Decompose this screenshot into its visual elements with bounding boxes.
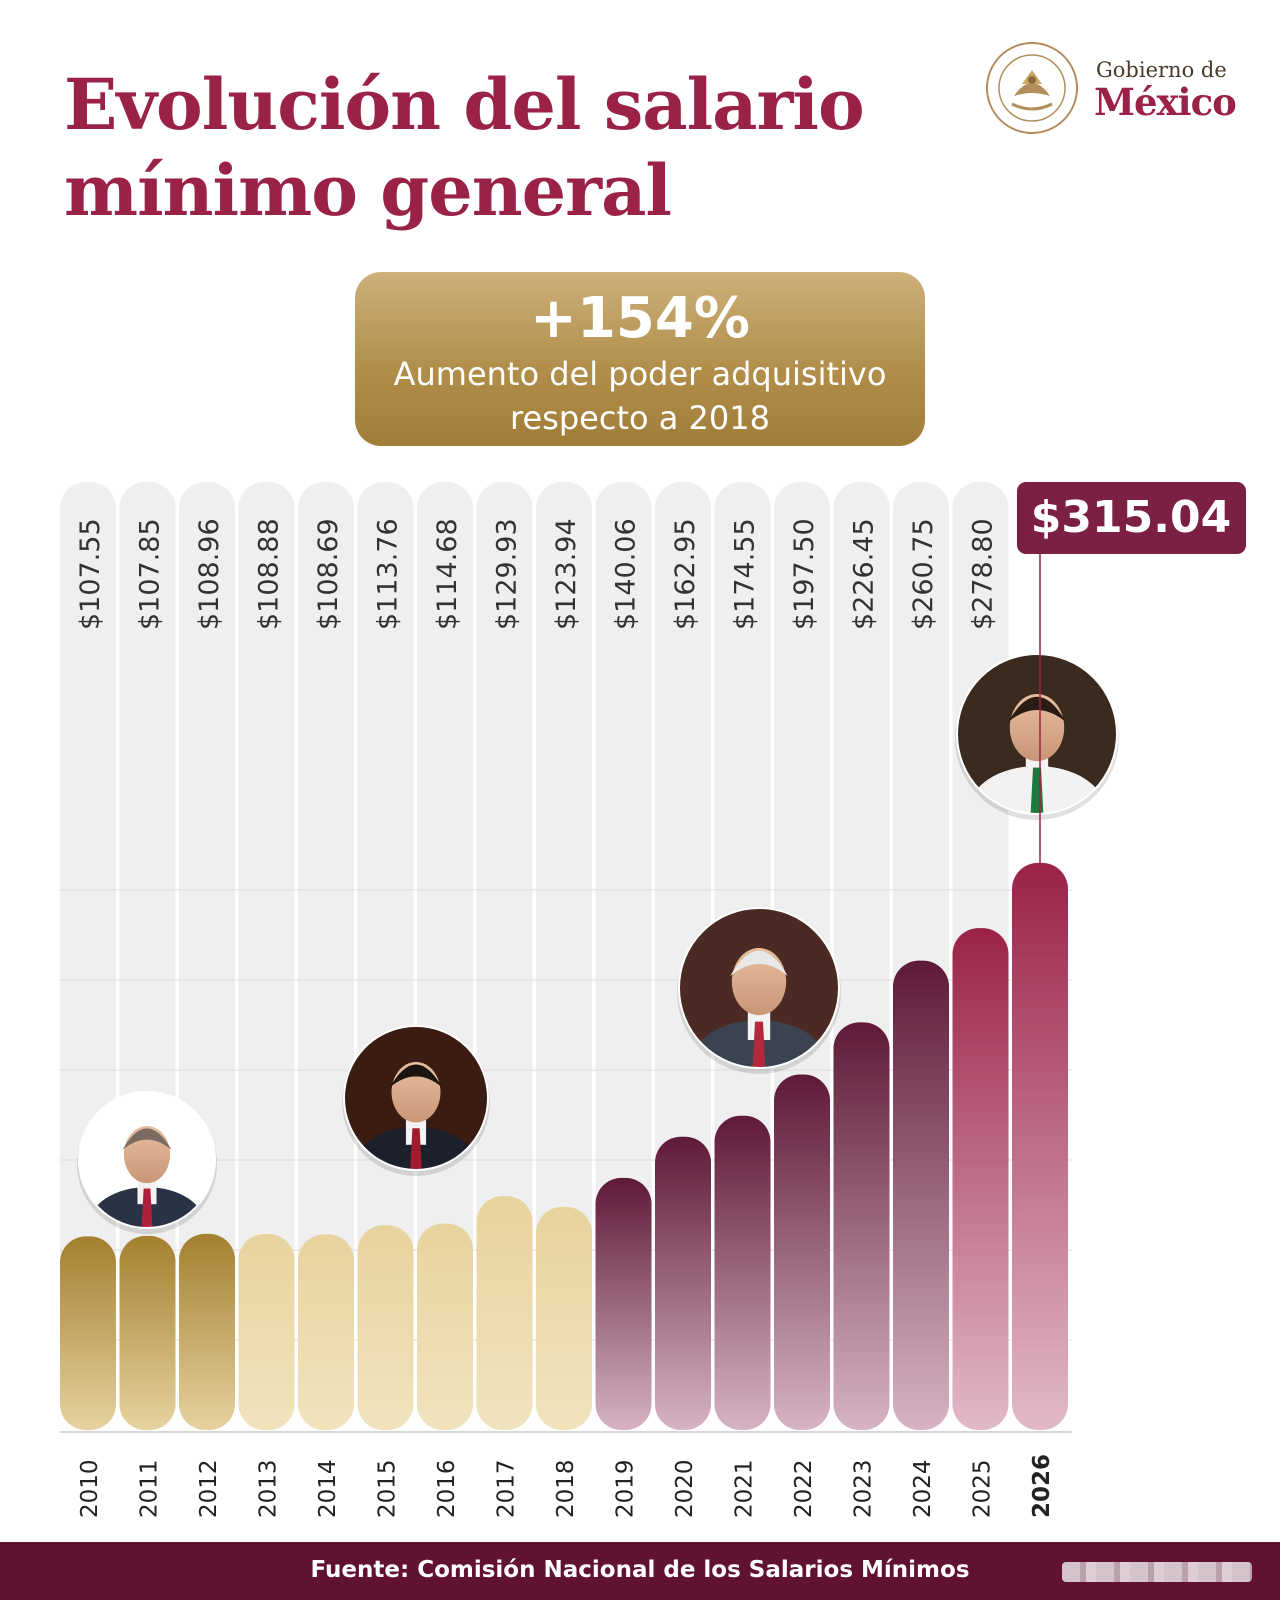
value-label-2011: $107.85 (135, 518, 166, 630)
value-label-2014: $108.69 (313, 518, 344, 630)
source-text: Fuente: Comisión Nacional de los Salario… (310, 1557, 970, 1583)
bar-2022 (774, 1074, 830, 1430)
bar-2018 (536, 1206, 592, 1430)
bar-2024 (893, 960, 949, 1430)
title-line-2: mínimo general (64, 149, 672, 232)
value-label-2021: $174.55 (730, 518, 761, 630)
source-footer: Fuente: Comisión Nacional de los Salario… (0, 1542, 1280, 1600)
value-label-2015: $113.76 (373, 518, 404, 630)
year-label-2025: 2025 (970, 1459, 996, 1518)
bar-2020 (655, 1136, 711, 1430)
year-label-2022: 2022 (791, 1459, 817, 1518)
year-label-2021: 2021 (732, 1459, 758, 1518)
value-label-2012: $108.96 (194, 518, 225, 630)
bar-2011 (119, 1235, 176, 1430)
column-background (298, 482, 354, 1430)
watermark (1062, 1562, 1252, 1582)
column-background (476, 482, 533, 1430)
value-label-2013: $108.88 (254, 518, 285, 630)
year-label-2016: 2016 (434, 1459, 460, 1518)
callout-percent: +154% (530, 286, 750, 351)
bar-2013 (238, 1234, 295, 1430)
callout-line-2: respecto a 2018 (510, 399, 770, 437)
value-label-2018: $123.94 (551, 518, 582, 630)
bar-2017 (476, 1196, 533, 1430)
year-label-2023: 2023 (851, 1459, 877, 1518)
year-label-2026: 2026 (1029, 1454, 1055, 1518)
year-label-2024: 2024 (910, 1459, 936, 1518)
year-label-2015: 2015 (375, 1459, 401, 1518)
logo-text-line-2: México (1094, 80, 1237, 124)
year-label-2018: 2018 (553, 1459, 579, 1518)
portrait-2011-icon (77, 1091, 217, 1234)
year-label-2011: 2011 (137, 1459, 163, 1518)
bar-2023 (833, 1022, 890, 1430)
gobierno-logo: Gobierno de México (984, 40, 1254, 140)
column-background (238, 482, 295, 1430)
value-label-2023: $226.45 (849, 518, 880, 630)
year-label-2014: 2014 (315, 1459, 341, 1518)
portrait-2015-icon (342, 1025, 490, 1176)
purchasing-power-callout: +154% Aumento del poder adquisitivo resp… (355, 272, 925, 446)
value-label-2019: $140.06 (611, 518, 642, 630)
value-label-2010: $107.55 (75, 518, 106, 630)
bar-2014 (298, 1234, 354, 1430)
bar-2026 (1012, 862, 1068, 1430)
value-label-2024: $260.75 (908, 518, 939, 630)
bar-2019 (595, 1177, 652, 1430)
year-label-2017: 2017 (494, 1459, 520, 1518)
bar-2010 (60, 1236, 116, 1430)
bar-2025 (952, 928, 1009, 1430)
logo-text-line-1: Gobierno de (1096, 58, 1227, 82)
value-label-2022: $197.50 (789, 518, 820, 630)
column-background (536, 482, 592, 1430)
callout-line-1: Aumento del poder adquisitivo (393, 355, 887, 393)
year-label-2019: 2019 (613, 1459, 639, 1518)
column-background (417, 482, 473, 1430)
bar-2021 (714, 1115, 771, 1430)
final-value-box (1017, 482, 1246, 554)
year-label-2010: 2010 (77, 1459, 103, 1518)
value-label-2016: $114.68 (432, 518, 463, 630)
salary-bar-chart: $107.55 $107.85 $108.96 $108.88 $108.69 $113.… (60, 482, 1246, 1518)
value-label-2025: $278.80 (968, 518, 999, 630)
title-line-1: Evolución del salario (64, 63, 865, 146)
column-background (357, 482, 414, 1430)
value-label-2017: $129.93 (492, 518, 523, 630)
year-label-2012: 2012 (196, 1459, 222, 1518)
callout-description: Aumento del poder adquisitivo respecto a… (375, 352, 905, 440)
bar-2012 (179, 1233, 235, 1430)
national-seal-icon (986, 42, 1078, 134)
value-label-2026: $315.04 (1031, 492, 1231, 543)
bar-2015 (357, 1225, 414, 1430)
portrait-2021-icon (677, 907, 841, 1074)
year-label-2020: 2020 (672, 1459, 698, 1518)
page-title: Evolución del salario mínimo general (64, 62, 865, 234)
year-label-2013: 2013 (256, 1459, 282, 1518)
value-label-2020: $162.95 (670, 518, 701, 630)
bar-2016 (417, 1223, 473, 1430)
